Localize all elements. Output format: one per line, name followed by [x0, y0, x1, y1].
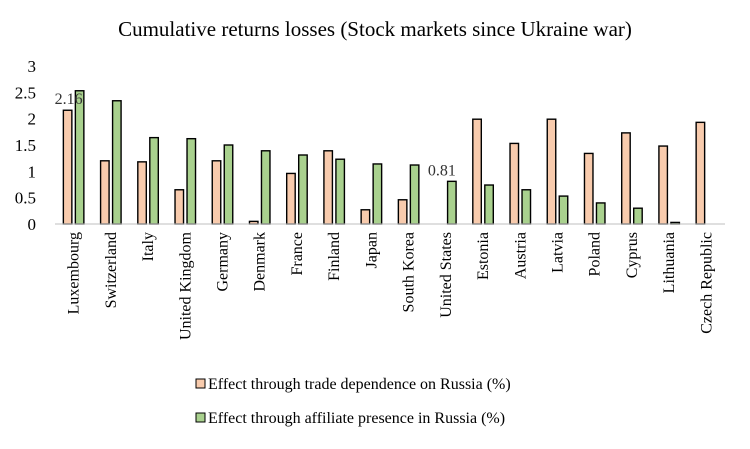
- bar-affiliate: [409, 164, 420, 225]
- data-label: 0.81: [428, 162, 456, 179]
- bar-trade: [397, 199, 408, 225]
- category-label: Switzerland: [103, 232, 120, 308]
- category-label: Luxembourg: [66, 232, 83, 314]
- y-tick-label: 2.5: [15, 83, 36, 102]
- bar-affiliate: [111, 100, 122, 225]
- bar-affiliate: [595, 202, 606, 225]
- category-label: Cyprus: [624, 232, 641, 278]
- bar-affiliate: [372, 163, 383, 225]
- category-label: United States: [438, 232, 455, 318]
- y-tick-label: 3: [28, 57, 37, 76]
- bar-affiliate: [74, 90, 85, 225]
- legend-swatch-trade: [195, 378, 206, 389]
- bar-trade: [174, 189, 185, 225]
- bar-trade: [285, 172, 296, 225]
- bar-trade: [695, 121, 706, 225]
- bar-trade: [360, 209, 371, 225]
- bar-affiliate: [297, 154, 308, 225]
- category-label: France: [289, 232, 306, 276]
- y-tick-label: 0: [28, 215, 37, 234]
- data-label: 2.16: [55, 91, 83, 108]
- bar-trade: [99, 160, 110, 225]
- legend-swatch-affiliate: [195, 412, 206, 423]
- bars-group: [62, 90, 706, 225]
- legend-label-affiliate: Effect through affiliate presence in Rus…: [208, 410, 505, 427]
- bar-trade: [137, 161, 148, 225]
- bar-affiliate: [223, 144, 234, 225]
- category-label: Latvia: [550, 232, 567, 273]
- bar-trade: [323, 150, 334, 225]
- bar-affiliate: [446, 180, 457, 225]
- category-label: South Korea: [401, 232, 418, 312]
- bar-affiliate: [632, 207, 643, 225]
- bar-affiliate: [521, 189, 532, 225]
- category-label: Italy: [140, 232, 157, 261]
- legend: Effect through trade dependence on Russi…: [195, 376, 511, 427]
- bar-affiliate: [149, 136, 160, 225]
- y-axis-ticks: 0 0.5 1 1.5 2 2.5 3: [15, 57, 36, 234]
- bar-affiliate: [558, 195, 569, 225]
- category-label: Lithuania: [661, 232, 678, 293]
- category-label: Estonia: [475, 232, 492, 280]
- bar-trade: [62, 109, 73, 225]
- y-tick-label: 1.5: [15, 136, 36, 155]
- category-labels: Luxembourg Switzerland Italy United Kingdom…: [66, 231, 716, 340]
- bar-trade: [546, 118, 557, 225]
- bar-affiliate: [186, 137, 197, 225]
- category-label: Austria: [512, 232, 529, 279]
- chart-title: Cumulative returns losses (Stock markets…: [118, 17, 632, 41]
- bar-trade: [658, 145, 669, 225]
- category-label: Poland: [587, 232, 604, 276]
- bar-affiliate: [484, 184, 495, 225]
- y-tick-label: 1: [28, 162, 37, 181]
- y-tick-label: 2: [28, 110, 37, 129]
- category-label: Denmark: [252, 232, 269, 292]
- category-label: United Kingdom: [177, 231, 194, 340]
- category-label: Czech Republic: [698, 232, 715, 334]
- bar-trade: [211, 160, 222, 225]
- category-label: Japan: [363, 232, 380, 268]
- category-label: Germany: [215, 232, 232, 292]
- data-labels: 2.16 0.81: [55, 91, 456, 179]
- y-tick-label: 0.5: [15, 189, 36, 208]
- bar-trade: [509, 142, 520, 225]
- bar-affiliate: [260, 150, 271, 225]
- bar-trade: [583, 152, 594, 225]
- bar-affiliate: [335, 158, 346, 225]
- bar-trade: [620, 132, 631, 225]
- legend-label-trade: Effect through trade dependence on Russi…: [208, 376, 511, 393]
- category-label: Finland: [326, 232, 343, 281]
- bar-trade: [472, 118, 483, 225]
